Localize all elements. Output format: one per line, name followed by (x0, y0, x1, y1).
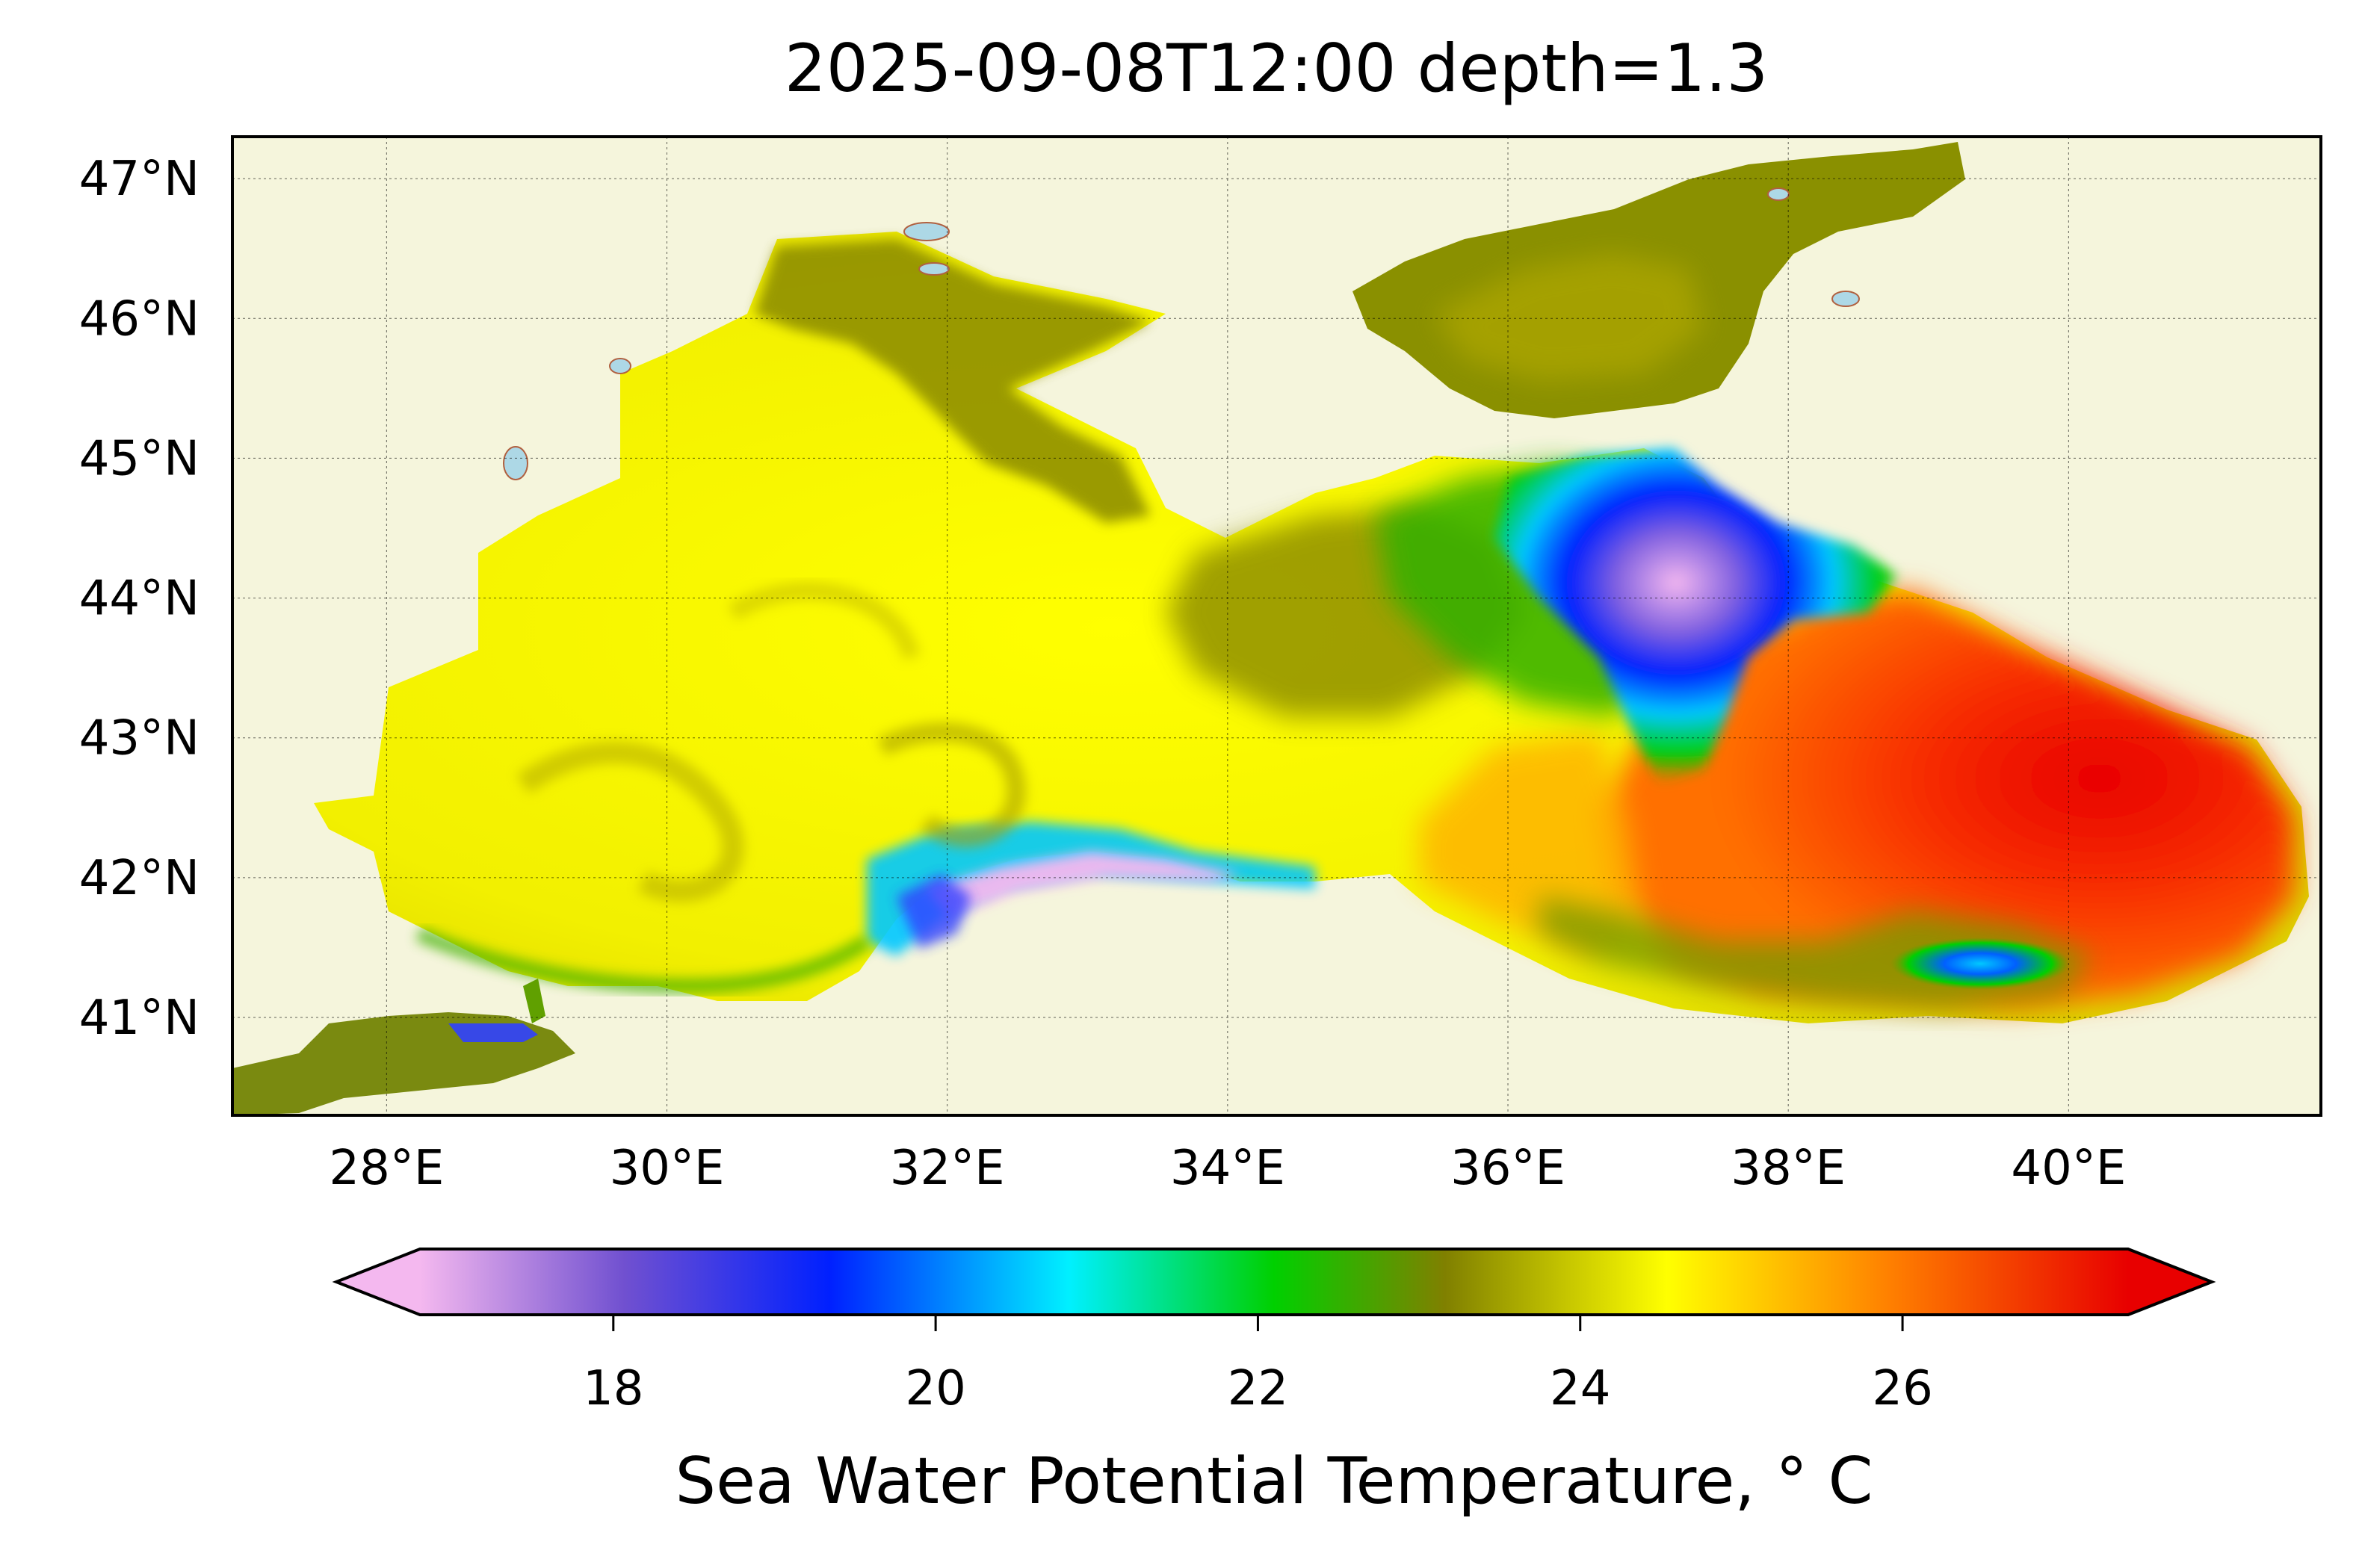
gridlines (232, 137, 2321, 1115)
lake-1 (903, 222, 950, 241)
lakes (503, 188, 1860, 480)
colorbar-tick-label: 26 (1872, 1361, 1932, 1416)
lake-2 (918, 262, 950, 276)
west-swirl-1 (516, 741, 744, 902)
x-tick-label: 30°E (610, 1141, 725, 1196)
colorbar-tick-label: 22 (1228, 1361, 1288, 1416)
colorbar-tick-label: 18 (583, 1361, 643, 1416)
southern-small-cold-eddy (1890, 938, 2070, 990)
colorbar-ticks: 18 20 22 24 26 (583, 1315, 1933, 1416)
x-tick-label: 36°E (1450, 1141, 1565, 1196)
colorbar-extend-high (2128, 1249, 2212, 1315)
lake-4 (503, 446, 528, 480)
lake-6 (1767, 188, 1790, 201)
x-axis: 28°E 30°E 32°E 34°E 36°E 38°E 40°E (329, 1141, 2126, 1196)
x-tick-label: 34°E (1170, 1141, 1285, 1196)
y-axis: 47°N 46°N 45°N 44°N 43°N 42°N 41°N (79, 152, 200, 1046)
y-tick-label: 46°N (79, 291, 200, 347)
sea-temperature-field (232, 142, 2309, 1115)
shelf-olive-nw (755, 239, 1151, 523)
lake-5 (1831, 291, 1860, 307)
map-frame (231, 135, 2322, 1117)
southern-cold-core (927, 852, 1240, 919)
y-tick-label: 44°N (79, 571, 200, 627)
colorbar-tick-label: 20 (905, 1361, 965, 1416)
x-tick-label: 38°E (1731, 1141, 1846, 1196)
map-panel: 28°E 30°E 32°E 34°E 36°E 38°E 40°E 47°N 46°N 45°… (79, 135, 2322, 1196)
x-tick-label: 28°E (329, 1141, 444, 1196)
y-tick-label: 42°N (79, 851, 200, 906)
colorbar-tick-label: 24 (1550, 1361, 1610, 1416)
bosphorus-cold (448, 1023, 538, 1042)
orange-belt (1420, 732, 1644, 956)
colorbar-label: Sea Water Potential Temperature, ° C (675, 1444, 1873, 1519)
chart-title: 2025-09-08T12:00 depth=1.3 (785, 30, 1769, 107)
y-tick-label: 43°N (79, 711, 200, 766)
west-swirl-3 (727, 582, 921, 660)
colorbar: 18 20 22 24 26 Sea Water Potential Temperatu… (332, 1248, 2216, 1519)
west-swirl-2 (877, 722, 1027, 847)
x-tick-label: 32°E (890, 1141, 1005, 1196)
colorbar-extend-low (336, 1249, 420, 1315)
lake-3 (609, 358, 631, 374)
southern-cold-strip (867, 822, 1315, 956)
bosphorus-channel (523, 979, 545, 1023)
cold-upwelling-ne (1494, 448, 1898, 784)
y-tick-label: 41°N (79, 991, 200, 1046)
y-tick-label: 47°N (79, 152, 200, 207)
colorbar-outline (332, 1248, 2216, 1316)
y-tick-label: 45°N (79, 431, 200, 486)
colorbar-body (420, 1249, 2128, 1315)
eastern-warm-basin (1599, 590, 2294, 1008)
southern-blue-core (897, 874, 971, 949)
west-green-fringe (415, 926, 871, 994)
x-tick-label: 40°E (2011, 1141, 2126, 1196)
azov-yellow-center (1435, 254, 1704, 381)
